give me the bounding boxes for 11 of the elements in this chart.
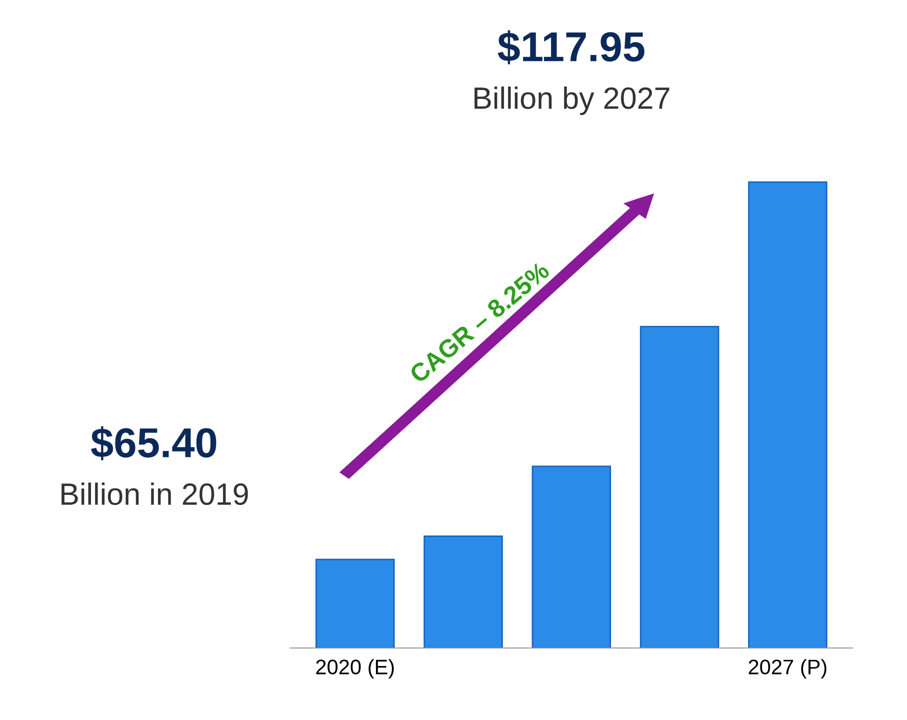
bar [640,326,720,648]
text: $117.95 [498,30,644,64]
text: Billion by 2027 [474,86,670,116]
bar [424,535,503,648]
bar [532,466,612,648]
x-tick-label: 2020 (E) [316,659,394,679]
text: $65.40 [91,426,216,460]
x-tick-label: 2027 (P) [748,659,826,679]
bar [316,558,395,648]
text: Billion in 2019 [62,482,248,505]
bar [748,181,828,648]
